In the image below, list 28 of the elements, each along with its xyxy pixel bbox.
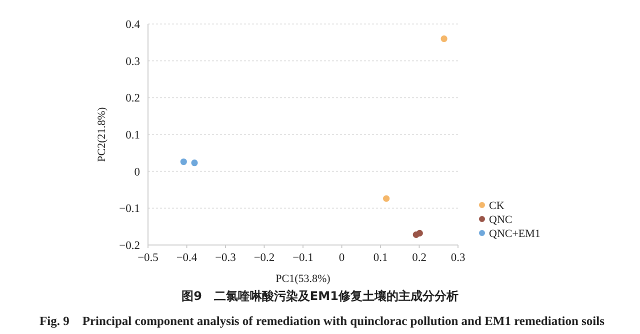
- x-tick-label: 0: [338, 252, 345, 264]
- x-axis-title: PC1(53.8%): [276, 273, 331, 285]
- x-tick-label: −0.4: [176, 252, 198, 264]
- y-axis-title: PC2(21.8%): [96, 106, 108, 162]
- point: [383, 195, 390, 202]
- x-tick-label: −0.1: [292, 252, 314, 264]
- x-tick-label: 0.3: [450, 252, 466, 264]
- x-tick-label: −0.3: [215, 252, 236, 264]
- x-tick-label: −0.5: [138, 252, 159, 264]
- point: [191, 160, 198, 166]
- legend-label: CK: [489, 200, 504, 212]
- x-tick-label: 0.1: [373, 252, 388, 264]
- y-tick-label: 0.4: [126, 19, 140, 31]
- point: [416, 230, 423, 237]
- y-tick-label: 0.1: [126, 130, 140, 142]
- point: [180, 158, 187, 166]
- y-tick-label: 0: [134, 166, 140, 178]
- legend-label: QNC: [489, 214, 512, 226]
- caption: 图9 二氯喹啉酸污染及EM1修复土壤的主成分分析: [182, 289, 458, 303]
- legend-label: QNC+EM1: [489, 228, 540, 240]
- point: [440, 35, 448, 42]
- x-tick-label: 0.2: [412, 252, 427, 264]
- y-tick-label: −0.2: [119, 240, 140, 252]
- x-tick-label: −0.2: [254, 252, 275, 264]
- caption: Fig. 9 Principal component analysis of remediation with quinclorac pollution and EM1 remediation soils: [39, 314, 605, 328]
- y-tick-label: 0.3: [126, 56, 140, 68]
- y-tick-label: −0.1: [119, 203, 140, 216]
- y-tick-label: 0.2: [126, 92, 140, 105]
